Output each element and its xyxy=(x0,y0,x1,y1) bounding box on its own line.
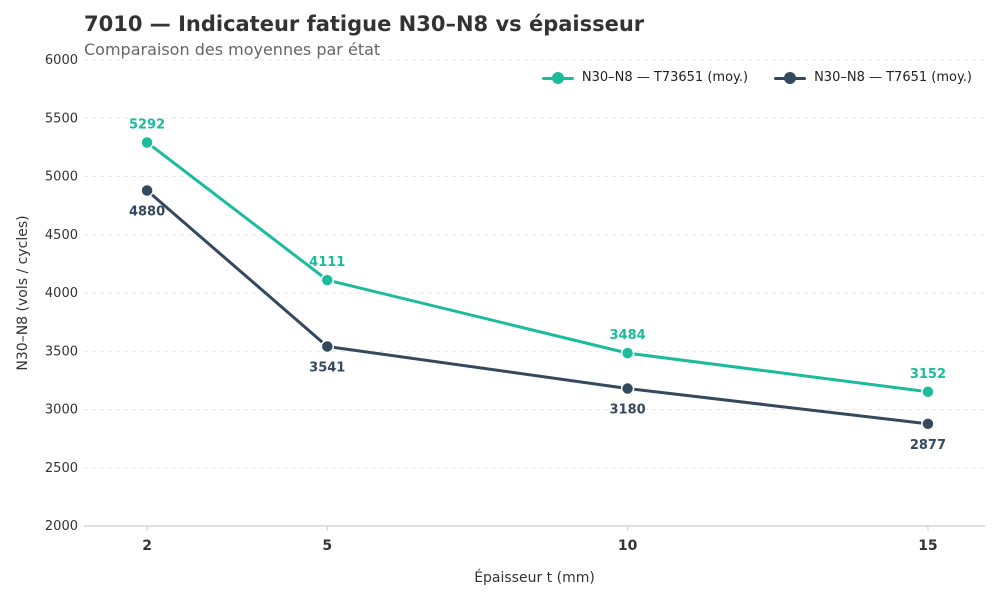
x-axis-label: Épaisseur t (mm) xyxy=(474,569,595,586)
y-tick-label: 5000 xyxy=(45,170,78,185)
y-tick-label: 5500 xyxy=(45,111,78,126)
y-axis-label: N30–N8 (vols / cycles) xyxy=(15,215,31,370)
legend-swatch-t7651 xyxy=(774,71,807,84)
x-tick-label: 15 xyxy=(918,538,937,554)
data-label: 2877 xyxy=(910,438,946,453)
series-line-1 xyxy=(145,188,930,426)
series-line-0 xyxy=(145,140,930,394)
data-label: 3180 xyxy=(610,403,646,418)
data-point xyxy=(140,183,154,198)
data-point xyxy=(320,339,335,354)
data-point xyxy=(921,385,935,399)
y-tick-label: 3500 xyxy=(45,344,78,359)
data-point xyxy=(320,273,335,287)
data-label: 5292 xyxy=(129,117,165,132)
x-tick-label: 10 xyxy=(618,538,638,554)
data-point xyxy=(620,346,635,360)
y-tick-label: 4000 xyxy=(45,286,78,301)
y-tick-label: 6000 xyxy=(45,53,78,68)
data-label: 4880 xyxy=(129,204,165,219)
y-tick-label: 4500 xyxy=(45,228,78,243)
legend-label-t73651: N30–N8 — T73651 (moy.) xyxy=(581,70,749,85)
data-point xyxy=(620,381,635,396)
legend-item-t73651: N30–N8 — T73651 (moy.) xyxy=(541,70,749,85)
data-label: 3152 xyxy=(910,367,946,382)
chart-legend: N30–N8 — T73651 (moy.) N30–N8 — T7651 (m… xyxy=(541,70,972,85)
data-point xyxy=(921,417,935,431)
chart-title: 7010 — Indicateur fatigue N30–N8 vs épai… xyxy=(84,12,645,36)
y-tick-label: 3000 xyxy=(45,403,78,418)
legend-item-t7651: N30–N8 — T7651 (moy.) xyxy=(774,70,972,85)
x-tick-label: 5 xyxy=(322,538,332,554)
data-label: 3541 xyxy=(309,360,345,375)
legend-swatch-t73651 xyxy=(541,71,574,84)
legend-label-t7651: N30–N8 — T7651 (moy.) xyxy=(814,70,972,85)
chart-subtitle: Comparaison des moyennes par état xyxy=(84,40,381,59)
y-tick-label: 2000 xyxy=(45,519,78,534)
y-tick-label: 2500 xyxy=(45,461,78,476)
data-label: 4111 xyxy=(309,255,345,270)
data-label: 3484 xyxy=(610,328,646,343)
x-tick-label: 2 xyxy=(142,538,152,554)
data-point xyxy=(140,135,154,150)
